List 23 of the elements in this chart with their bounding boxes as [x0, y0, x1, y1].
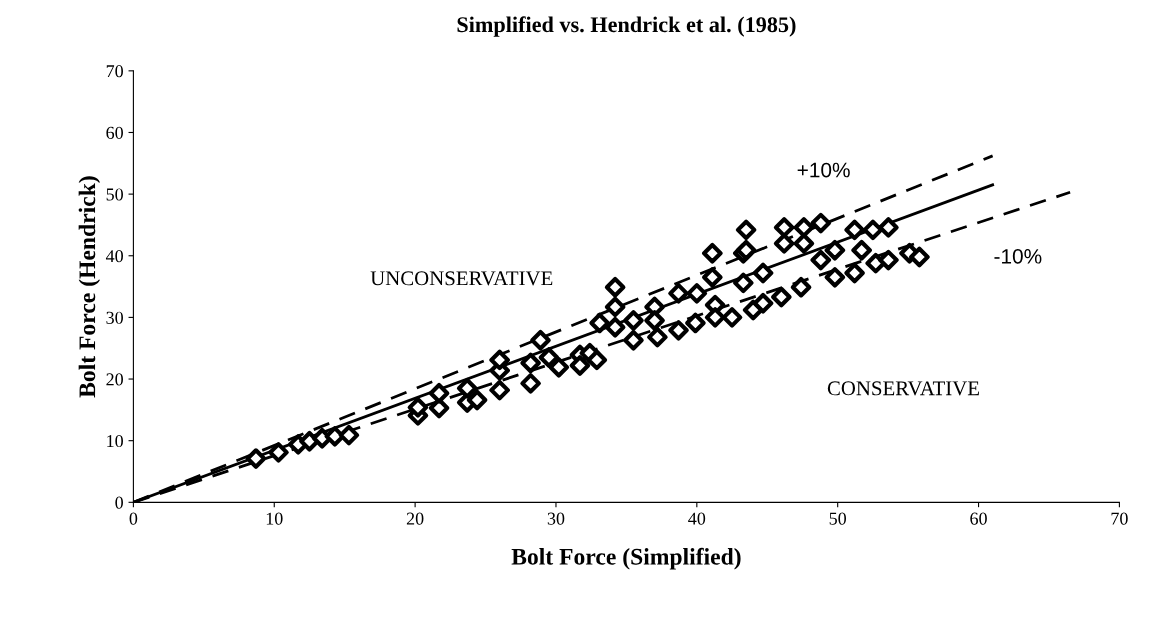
x-tick-label: 40: [688, 512, 706, 525]
x-axis-title: Bolt Force (Simplified): [511, 547, 741, 570]
x-tick-label: 20: [406, 512, 424, 525]
y-tick-label: 10: [107, 434, 123, 448]
annotation: CONSERVATIVE: [827, 381, 979, 396]
annotation: -10%: [994, 248, 1042, 264]
annotation: UNCONSERVATIVE: [370, 271, 553, 286]
x-tick-label: 70: [1111, 512, 1128, 525]
y-axis-title: Bolt Force (Hendrick): [78, 176, 101, 398]
annotation: +10%: [797, 162, 850, 178]
y-tick-label: 60: [106, 126, 123, 139]
x-tick-label: 60: [970, 512, 987, 525]
x-tick-label: 10: [266, 512, 283, 525]
y-tick-label: 20: [106, 373, 123, 386]
y-tick-label: 40: [105, 250, 123, 263]
x-tick-label: 0: [129, 512, 138, 525]
x-tick-label: 50: [829, 512, 847, 525]
y-tick-label: 0: [115, 496, 123, 509]
x-tick-label: 30: [547, 512, 565, 525]
chart-title: Simplified vs. Hendrick et al. (1985): [457, 16, 796, 37]
y-tick-label: 30: [106, 311, 123, 324]
y-tick-label: 50: [106, 188, 123, 201]
y-tick-label: 70: [106, 65, 123, 78]
